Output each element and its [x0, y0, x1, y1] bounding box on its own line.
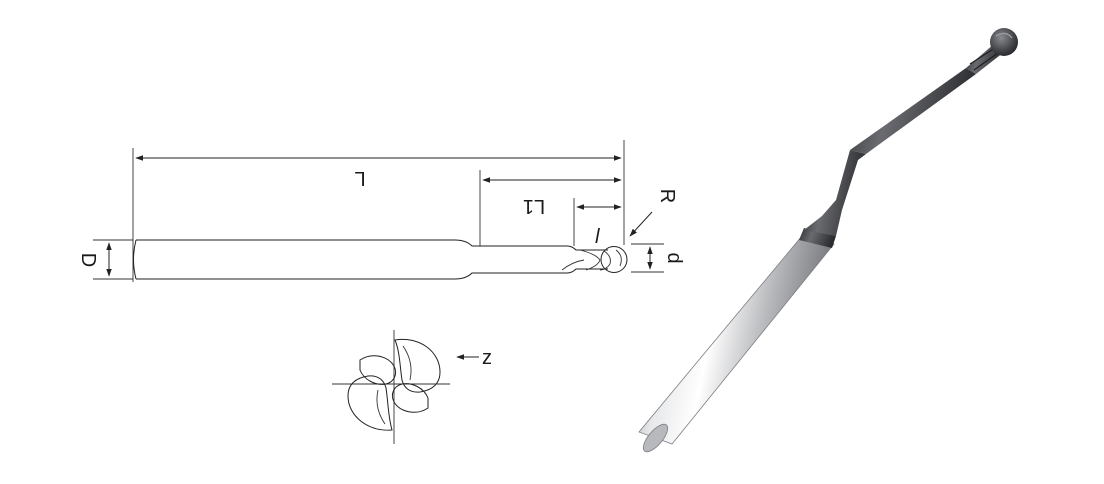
flute-line-2 [599, 250, 611, 271]
tool-collar [799, 228, 836, 248]
technical-drawing: L L1 l R D d [77, 140, 685, 444]
shank-end [642, 423, 669, 453]
edge-detail-2 [376, 389, 386, 425]
tip-highlight [995, 32, 1013, 39]
label-L: L [354, 167, 365, 189]
tool-shank [638, 235, 835, 445]
flute-line-1 [579, 249, 601, 271]
cutting-edge-4 [391, 383, 429, 413]
label-L1: L1 [523, 195, 545, 217]
end-view-icon [332, 330, 450, 444]
cutting-edge-1 [394, 338, 441, 393]
label-d: d [663, 252, 685, 263]
tool-taper [804, 150, 866, 236]
label-R: R [656, 189, 678, 203]
ball-nose [600, 246, 628, 273]
ball-end-mill-render [638, 28, 1018, 453]
radius-leader [629, 211, 653, 237]
flute-outline [566, 245, 608, 274]
label-l: l [595, 223, 600, 245]
ball-edge-line [615, 249, 622, 267]
flute-line-3 [561, 259, 585, 271]
shank-outline [133, 239, 567, 280]
edge-detail-1 [402, 345, 412, 381]
tool-ball-tip [990, 28, 1018, 56]
label-z: z [482, 347, 492, 369]
cutting-edge-2 [347, 375, 393, 431]
label-D: D [77, 253, 99, 267]
tool-neck [850, 68, 976, 154]
cutting-edge-3 [359, 355, 397, 385]
tool-side-view [133, 239, 628, 280]
